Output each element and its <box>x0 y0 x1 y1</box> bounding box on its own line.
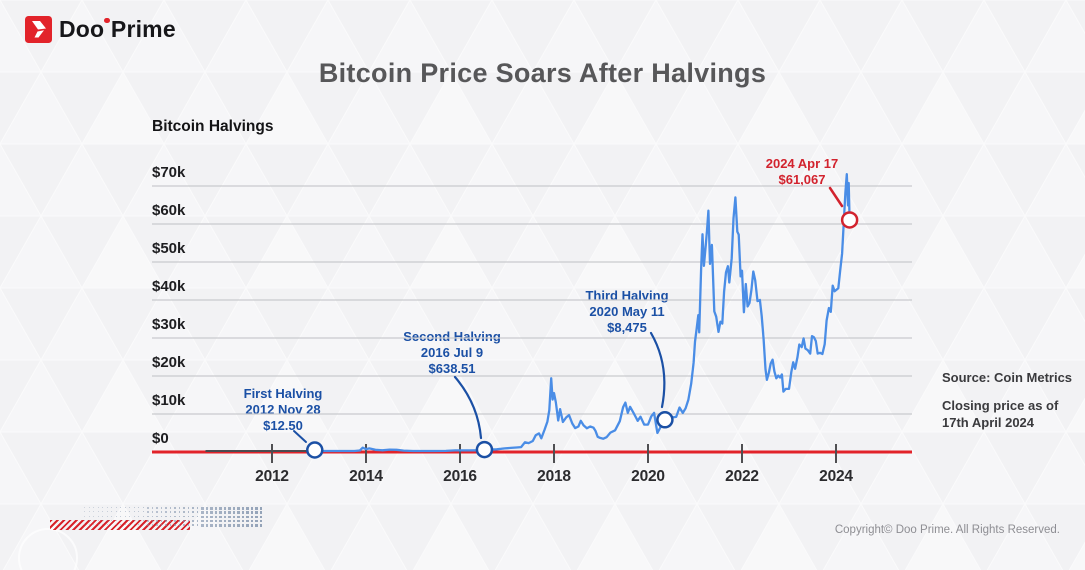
doo-prime-logo: Doo Prime <box>25 16 176 43</box>
page-title: Bitcoin Price Soars After Halvings <box>318 58 767 88</box>
y-axis-tick-50k: $50k <box>152 240 186 257</box>
annotation-2024-price: 2024 Apr 17 $61,067 <box>766 156 839 188</box>
copyright-text: Copyright© Doo Prime. All Rights Reserve… <box>834 524 1060 536</box>
chart-subtitle: Bitcoin Halvings <box>152 118 274 135</box>
annotation-price: $638.51 <box>428 361 476 376</box>
doo-prime-logo-icon <box>25 16 52 43</box>
y-axis-tick-70k: $70k <box>152 164 186 181</box>
decor-hatched-bar <box>50 520 190 530</box>
annotation-date: 2016 Jul 9 <box>420 345 484 360</box>
x-axis-tick-2016: 2016 <box>443 468 477 485</box>
annotation-price: $12.50 <box>263 418 303 433</box>
y-axis-tick-20k: $20k <box>152 354 186 371</box>
logo-i-dot <box>104 17 110 23</box>
x-axis-tick-2018: 2018 <box>537 468 571 485</box>
annotation-price: $61,067 <box>778 172 826 187</box>
y-axis-tick-60k: $60k <box>152 202 186 219</box>
closing-price-note: Closing price as of 17th April 2024 <box>942 398 1059 430</box>
x-axis-tick-2020: 2020 <box>631 468 665 485</box>
annotation-first-halving: First Halving 2012 Nov 28 $12.50 <box>244 386 323 434</box>
annotation-third-halving: Third Halving 2020 May 11 $8,475 <box>585 288 668 336</box>
x-axis-tick-2012: 2012 <box>255 468 289 485</box>
y-axis-tick-40k: $40k <box>152 278 186 295</box>
x-axis-tick-2014: 2014 <box>349 468 383 485</box>
source-note: Source: Coin Metrics <box>942 370 1073 385</box>
brand-name: Doo Prime <box>59 16 176 42</box>
annotation-title: Third Halving <box>585 288 669 303</box>
annotation-title: First Halving <box>243 386 323 401</box>
annotation-title: 2024 Apr 17 <box>765 156 839 171</box>
annotation-price: $8,475 <box>607 320 647 335</box>
x-axis-tick-2022: 2022 <box>725 468 759 485</box>
annotation-date: 2020 May 11 <box>589 304 665 319</box>
x-axis-tick-2024: 2024 <box>819 468 853 485</box>
annotation-second-halving: Second Halving 2016 Jul 9 $638.51 <box>403 329 501 377</box>
annotation-date: 2012 Nov 28 <box>245 402 321 417</box>
y-axis-tick-30k: $30k <box>152 316 186 333</box>
annotation-title: Second Halving <box>403 329 501 344</box>
y-axis-tick-0: $0 <box>152 430 169 447</box>
y-axis-tick-10k: $10k <box>152 392 186 409</box>
